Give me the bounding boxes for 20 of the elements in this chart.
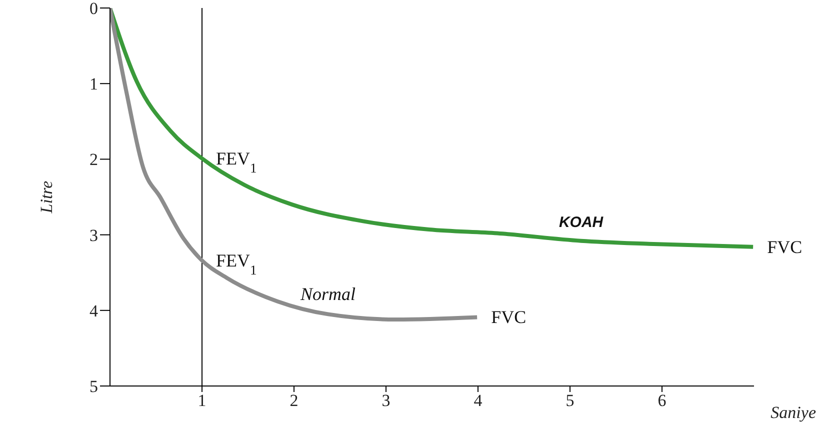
x-tick-label: 3 [382, 391, 390, 410]
x-tick-label: 2 [290, 391, 298, 410]
y-tick-label: 1 [90, 74, 98, 94]
y-tick-label: 4 [90, 301, 98, 320]
x-tick-label: 6 [658, 391, 666, 410]
y-tick-label: 2 [90, 150, 98, 170]
series-label: Normal [300, 284, 356, 304]
annotation: FEV$_{1}$ [216, 148, 257, 175]
y-tick-label: 5 [90, 377, 98, 396]
x-axis-title: Saniye [770, 403, 816, 422]
y-axis-title: Litre [37, 180, 56, 214]
y-tick-label: 0 [90, 0, 98, 18]
x-tick-label: 5 [566, 391, 574, 410]
annotation: FEV$_{1}$ [216, 250, 257, 278]
annotation: FVC [767, 236, 802, 257]
y-tick-label: 3 [90, 226, 98, 245]
series-label: KOAH [558, 214, 604, 231]
x-tick-label: 1 [198, 391, 206, 410]
x-tick-label: 4 [474, 391, 483, 410]
annotation: FVC [491, 307, 526, 328]
